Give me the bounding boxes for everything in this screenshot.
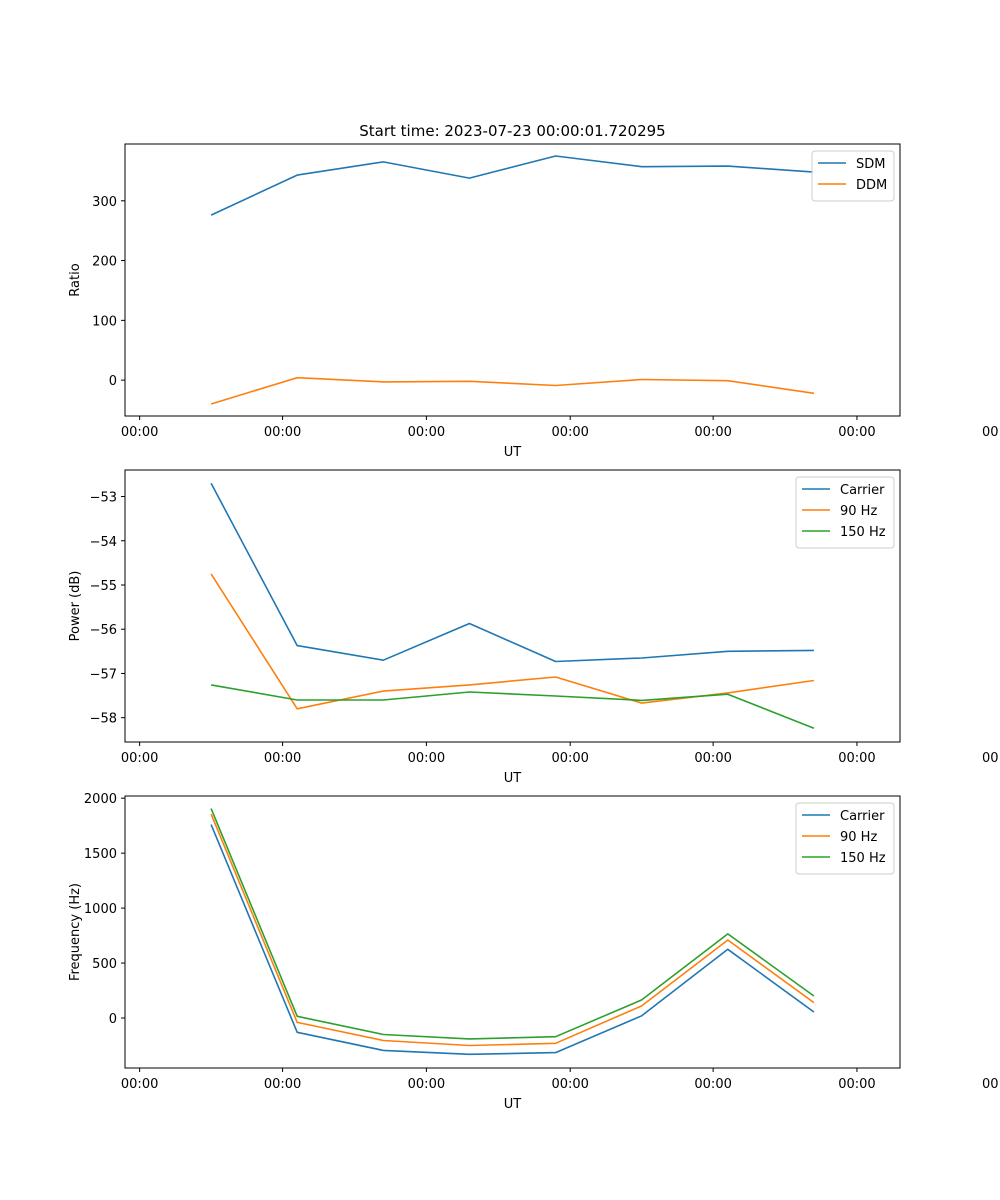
y-tick-label: −57 xyxy=(90,667,117,682)
series-line-90-hz xyxy=(210,813,815,1047)
y-tick-label: −58 xyxy=(90,712,117,727)
x-tick-label: 00:00 xyxy=(408,425,445,440)
axes-frame xyxy=(124,795,901,1069)
x-axis-label: UT xyxy=(504,771,522,786)
chart-title: Start time: 2023-07-23 00:00:01.720295 xyxy=(359,122,665,140)
y-tick-label: −53 xyxy=(90,491,117,506)
legend-entry: 150 Hz xyxy=(840,525,886,540)
axes-frame xyxy=(124,143,901,417)
legend-entry: 90 Hz xyxy=(840,504,877,519)
axes-frame xyxy=(124,469,901,743)
x-tick-label: 00:00 xyxy=(551,425,588,440)
y-tick-label: −56 xyxy=(90,623,117,638)
y-axis-label: Ratio xyxy=(68,263,83,296)
x-tick-label: 00:00 xyxy=(694,751,731,766)
x-tick-label: 00:00 xyxy=(264,751,301,766)
y-tick-label: 100 xyxy=(92,314,117,329)
series-line-carrier xyxy=(210,482,814,663)
series-line-carrier xyxy=(210,824,815,1056)
series-line-ddm xyxy=(210,376,815,405)
charts: 00:00 00:00 00:00 00:00 00:00 00:00 00:00 0 100 2… xyxy=(68,143,1000,1112)
series-line-150-hz xyxy=(210,808,815,1040)
x-tick-label: 00:00 xyxy=(694,425,731,440)
x-tick-label: 00:00 xyxy=(838,425,875,440)
legend: Carrier 90 Hz 150 Hz xyxy=(795,476,895,549)
legend-entry: SDM xyxy=(856,157,885,172)
x-tick-label: 00:00 xyxy=(838,1077,875,1092)
legend-entry: Carrier xyxy=(840,483,885,498)
series-line-sdm xyxy=(210,155,814,216)
y-tick-label: 200 xyxy=(92,255,117,270)
legend: SDM DDM xyxy=(811,150,895,202)
x-tick-label: 00:00 xyxy=(121,1077,158,1092)
y-tick-label: 0 xyxy=(109,1012,117,1027)
x-tick-label: 00:00 xyxy=(408,1077,445,1092)
y-tick-label: 1500 xyxy=(84,847,117,862)
x-axis-label: UT xyxy=(504,445,522,460)
y-tick-label: −55 xyxy=(90,579,117,594)
y-axis-label: Power (dB) xyxy=(68,571,83,642)
chart-panel-2: 00:00 00:00 00:00 00:00 00:00 00:00 00:00 −58 −5… xyxy=(68,469,1000,786)
y-axis-label: Frequency (Hz) xyxy=(68,883,83,981)
x-tick-label: 00:00 xyxy=(121,751,158,766)
y-tick-label: 2000 xyxy=(84,792,117,807)
x-tick-label: 00:01 xyxy=(982,1077,1000,1092)
y-tick-label: 300 xyxy=(92,195,117,210)
legend-entry: Carrier xyxy=(840,809,885,824)
chart-panel-3: 00:00 00:00 00:00 00:00 00:00 00:00 00:01 0 500 1… xyxy=(68,792,1000,1112)
x-axis-label: UT xyxy=(504,1097,522,1112)
x-tick-label: 00:00 xyxy=(121,425,158,440)
x-tick-label: 00:00 xyxy=(694,1077,731,1092)
chart-panel-1: 00:00 00:00 00:00 00:00 00:00 00:00 00:00 0 100 2… xyxy=(68,143,1000,460)
x-tick-label: 00:00 xyxy=(264,1077,301,1092)
x-tick-label: 00:00 xyxy=(408,751,445,766)
y-tick-label: 1000 xyxy=(84,902,117,917)
x-tick-label: 00:00 xyxy=(264,425,301,440)
series-line-150-hz xyxy=(210,684,815,730)
legend-entry: 90 Hz xyxy=(840,830,877,845)
y-tick-label: −54 xyxy=(90,535,117,550)
x-tick-label: 00:00 xyxy=(838,751,875,766)
x-tick-label: 00:00 xyxy=(982,751,1000,766)
legend: Carrier 90 Hz 150 Hz xyxy=(795,802,895,875)
x-tick-label: 00:00 xyxy=(982,425,1000,440)
x-tick-label: 00:00 xyxy=(551,751,588,766)
legend-entry: 150 Hz xyxy=(840,851,886,866)
legend-entry: DDM xyxy=(856,178,887,193)
y-tick-label: 500 xyxy=(92,957,117,972)
y-tick-label: 0 xyxy=(109,374,117,389)
x-tick-label: 00:00 xyxy=(551,1077,588,1092)
